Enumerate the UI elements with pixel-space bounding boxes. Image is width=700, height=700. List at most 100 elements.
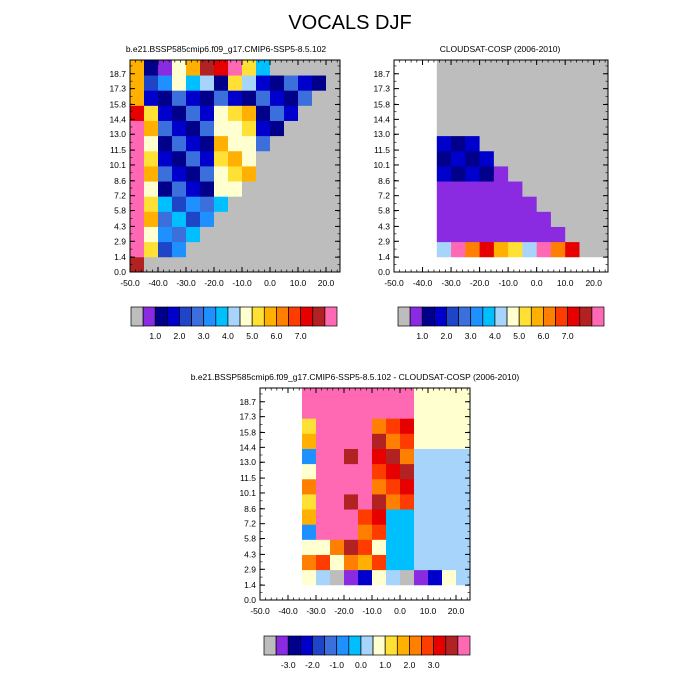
heatmap-cell bbox=[465, 75, 480, 91]
heatmap-cell bbox=[456, 448, 471, 465]
heatmap-cell bbox=[288, 524, 303, 540]
panel-title-model: b.e21.BSSP585cmip6.f09_g17.CMIP6-SSP5-8.… bbox=[126, 44, 327, 54]
heatmap-cell bbox=[200, 181, 215, 197]
colorbar-swatch bbox=[154, 306, 168, 327]
heatmap-cell bbox=[565, 120, 580, 137]
colorbar-swatch bbox=[458, 306, 472, 327]
colorbar-swatch bbox=[227, 306, 241, 327]
heatmap-cell bbox=[130, 60, 145, 76]
heatmap-cell bbox=[242, 211, 257, 227]
heatmap-cell bbox=[508, 150, 523, 167]
heatmap-cell bbox=[242, 75, 257, 91]
heatmap-cell bbox=[330, 433, 345, 449]
heatmap-cell bbox=[593, 166, 609, 182]
heatmap-cell bbox=[200, 60, 215, 76]
heatmap-cell bbox=[400, 403, 415, 419]
heatmap-cell bbox=[428, 554, 443, 571]
heatmap-cell bbox=[330, 494, 345, 510]
heatmap-cell bbox=[579, 241, 595, 258]
heatmap-cell bbox=[172, 181, 187, 197]
heatmap-cell bbox=[414, 554, 429, 571]
heatmap-cell bbox=[344, 448, 359, 465]
heatmap-cell bbox=[408, 120, 423, 137]
y-tick-label: 14.4 bbox=[373, 114, 390, 124]
heatmap-cell bbox=[312, 75, 327, 91]
heatmap-cell bbox=[593, 120, 609, 137]
heatmap-cell bbox=[428, 569, 443, 586]
colorbar-swatch bbox=[579, 306, 593, 327]
heatmap-cell bbox=[256, 241, 271, 258]
heatmap-cell bbox=[414, 524, 429, 540]
x-tick-label: -40.0 bbox=[413, 278, 433, 288]
heatmap-cell bbox=[186, 166, 201, 182]
heatmap-cell bbox=[326, 181, 341, 197]
y-tick-label: 7.2 bbox=[244, 519, 256, 529]
heatmap-cell bbox=[565, 60, 580, 76]
heatmap-cell bbox=[358, 448, 373, 465]
heatmap-cell bbox=[312, 196, 327, 212]
heatmap-cell bbox=[302, 388, 317, 404]
colorbar-label: 3.0 bbox=[428, 660, 440, 670]
heatmap-cell bbox=[565, 75, 580, 91]
heatmap-cell bbox=[400, 569, 415, 586]
heatmap-cell bbox=[550, 256, 566, 273]
heatmap-cell bbox=[442, 433, 457, 449]
heatmap-cell bbox=[312, 120, 327, 137]
heatmap-cell bbox=[465, 241, 480, 258]
heatmap-cell bbox=[479, 75, 495, 91]
heatmap-cell bbox=[456, 463, 471, 480]
heatmap-cell bbox=[479, 241, 495, 258]
colorbar-model: 1.0 2.0 3.0 4.0 5.0 6.0 7.0 bbox=[130, 306, 338, 341]
heatmap-cell bbox=[394, 196, 409, 212]
heatmap-cell bbox=[593, 226, 609, 243]
panel-diff: b.e21.BSSP585cmip6.f09_g17.CMIP6-SSP5-8.… bbox=[191, 372, 520, 616]
panel-title-obs: CLOUDSAT-COSP (2006-2010) bbox=[440, 44, 561, 54]
colorbar-swatch bbox=[397, 306, 411, 327]
heatmap-cell bbox=[536, 226, 552, 243]
heatmap-cell bbox=[442, 403, 457, 419]
y-tick-label: 5.8 bbox=[378, 206, 390, 216]
heatmap-cell bbox=[260, 418, 275, 434]
heatmap-cell bbox=[386, 569, 401, 586]
heatmap-cell bbox=[428, 463, 443, 480]
heatmap-cell bbox=[288, 403, 303, 419]
x-tick-label: -20.0 bbox=[204, 278, 224, 288]
x-tick-label: 20.0 bbox=[585, 278, 602, 288]
colorbar-swatch bbox=[324, 306, 338, 327]
heatmap-cell bbox=[312, 256, 327, 273]
colorbar-swatch bbox=[530, 306, 544, 327]
heatmap-cell bbox=[270, 211, 285, 227]
heatmap-cell bbox=[522, 226, 538, 243]
heatmap-cell bbox=[228, 120, 243, 137]
heatmap-cell bbox=[302, 448, 317, 465]
heatmap-cell bbox=[428, 584, 443, 601]
heatmap-cell bbox=[442, 554, 457, 571]
heatmap-cell bbox=[400, 494, 415, 510]
heatmap-cell bbox=[242, 181, 257, 197]
heatmap-cell bbox=[302, 478, 317, 495]
heatmap-cell bbox=[565, 166, 580, 182]
heatmap-cell bbox=[274, 433, 289, 449]
y-tick-label: 17.3 bbox=[239, 412, 256, 422]
heatmap-cell bbox=[288, 388, 303, 404]
heatmap-cell bbox=[302, 433, 317, 449]
heatmap-cell bbox=[456, 403, 471, 419]
heatmap-cell bbox=[456, 584, 471, 601]
heatmap-cell bbox=[579, 60, 595, 76]
heatmap-cell bbox=[172, 166, 187, 182]
colorbar-swatch bbox=[215, 306, 229, 327]
heatmap-cell bbox=[408, 105, 423, 121]
heatmap-cell bbox=[284, 166, 299, 182]
heatmap-cell bbox=[326, 166, 341, 182]
heatmap-cell bbox=[270, 256, 285, 273]
heatmap-cell bbox=[550, 90, 566, 106]
heatmap-cell bbox=[358, 569, 373, 586]
heatmap-cell bbox=[242, 135, 257, 152]
colorbar-swatch bbox=[482, 306, 496, 327]
heatmap-cell bbox=[158, 256, 173, 273]
heatmap-cell bbox=[422, 135, 438, 152]
heatmap-cell bbox=[400, 539, 415, 555]
heatmap-cell bbox=[274, 524, 289, 540]
heatmap-cell bbox=[428, 403, 443, 419]
heatmap-cell bbox=[288, 418, 303, 434]
